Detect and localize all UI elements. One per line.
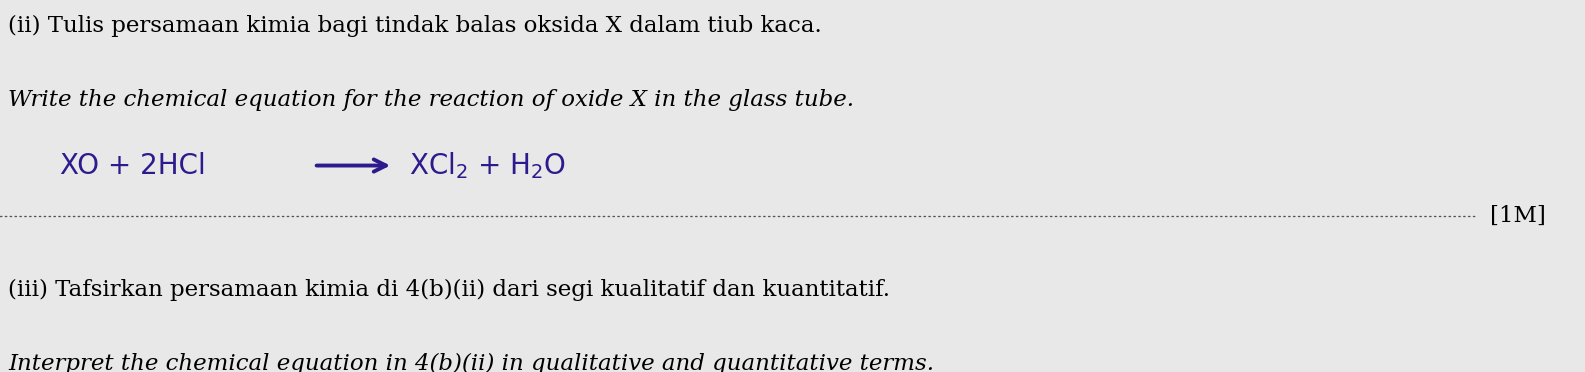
Text: (iii) Tafsirkan persamaan kimia di 4(b)(ii) dari segi kualitatif dan kuantitatif: (iii) Tafsirkan persamaan kimia di 4(b)(… (8, 279, 889, 301)
Text: Write the chemical equation for the reaction of oxide X in the glass tube.: Write the chemical equation for the reac… (8, 89, 854, 111)
Text: [1M]: [1M] (1490, 205, 1545, 227)
Text: XO + 2HCl: XO + 2HCl (60, 151, 206, 180)
Text: (ii) Tulis persamaan kimia bagi tindak balas oksida X dalam tiub kaca.: (ii) Tulis persamaan kimia bagi tindak b… (8, 15, 821, 37)
Text: Interpret the chemical equation in 4(b)(ii) in qualitative and quantitative term: Interpret the chemical equation in 4(b)(… (8, 353, 934, 372)
Text: XCl$_2$ + H$_2$O: XCl$_2$ + H$_2$O (409, 150, 566, 181)
